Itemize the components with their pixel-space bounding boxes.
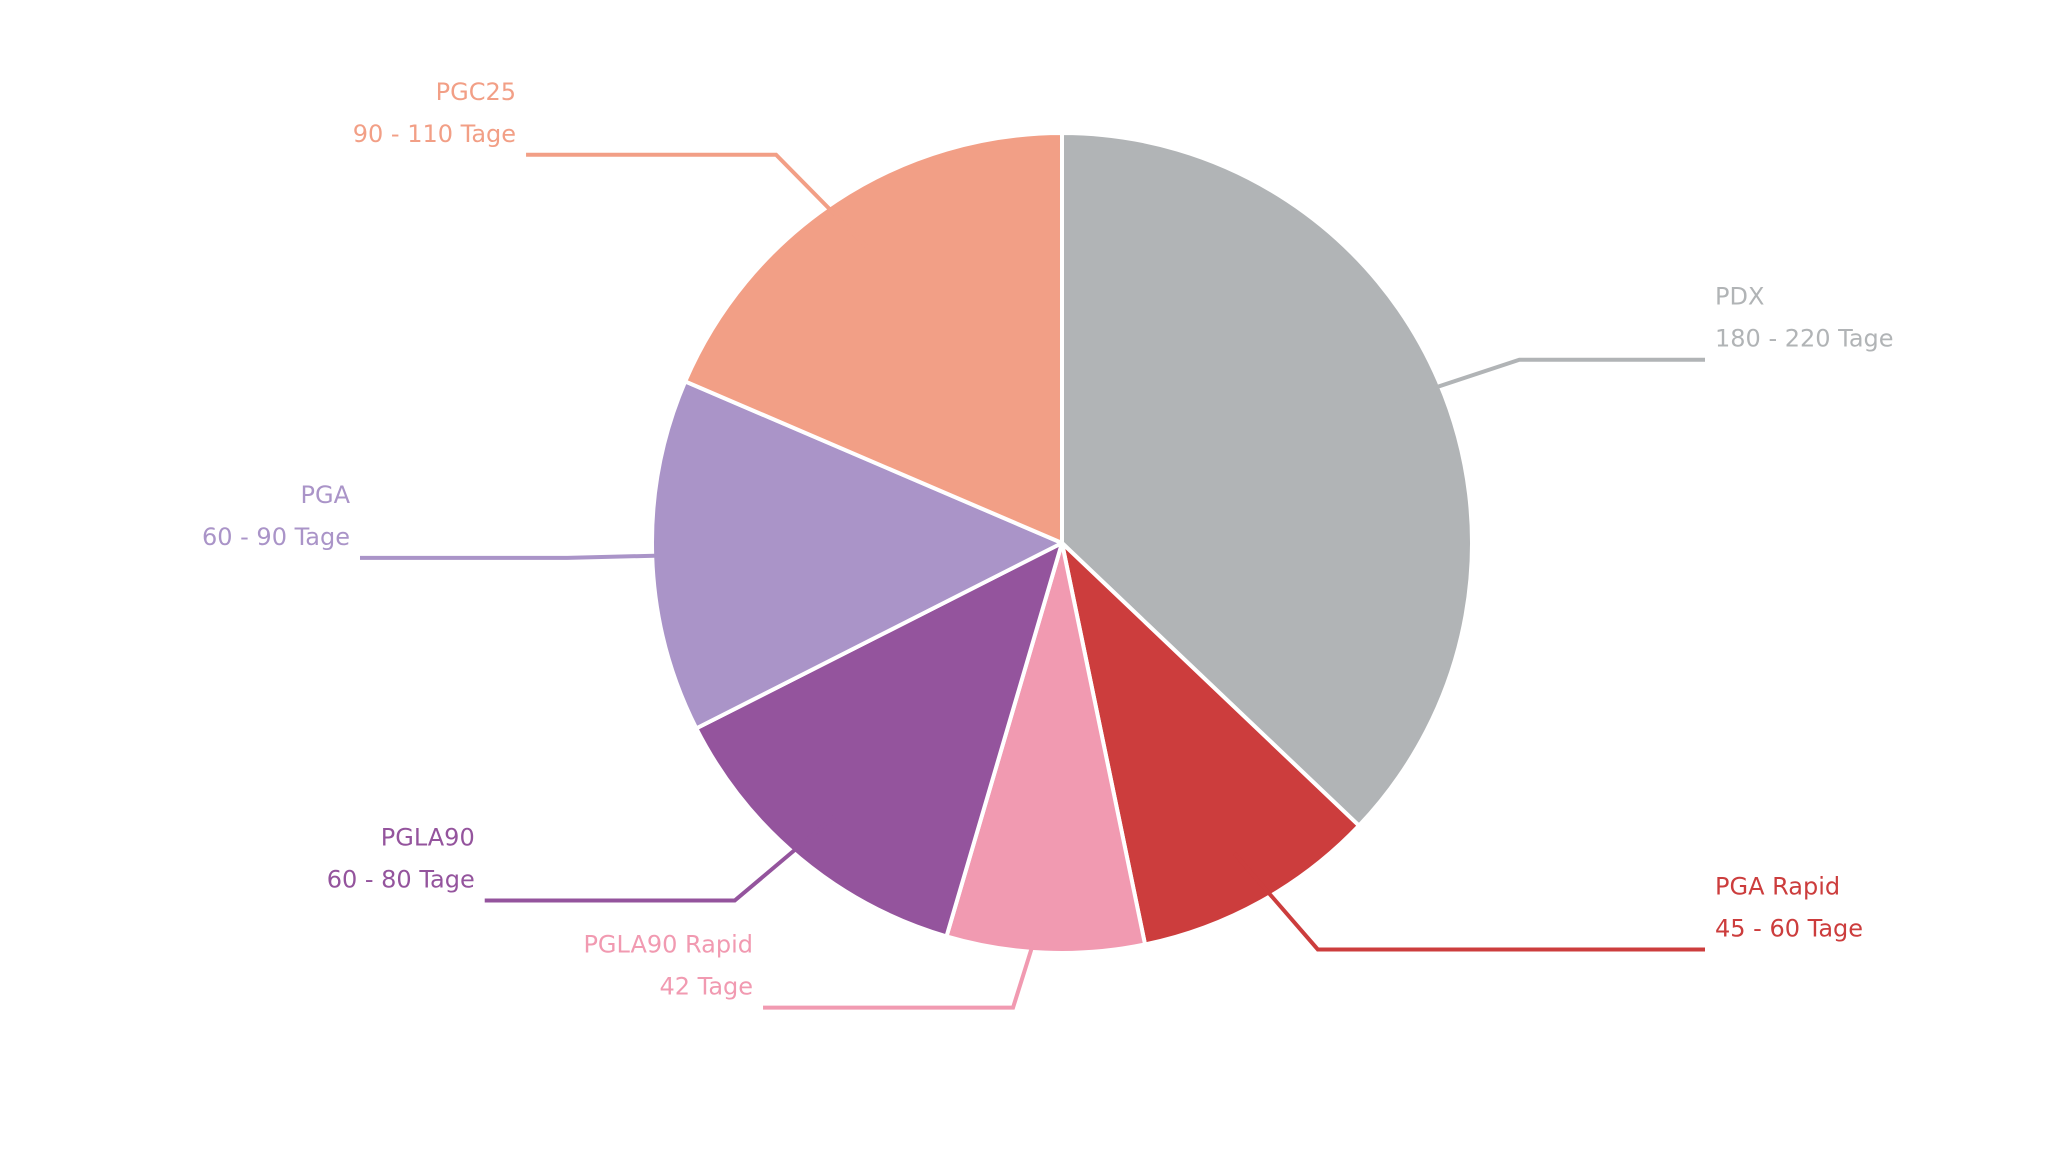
pie-slice-pdx xyxy=(1060,131,1474,828)
slice-duration-pdx: 180 - 220 Tage xyxy=(1715,325,1894,353)
slice-duration-pgla90: 60 - 80 Tage xyxy=(327,866,475,894)
pie-slice-pgc25 xyxy=(683,131,1064,545)
leader-line-pga xyxy=(360,552,708,560)
leader-line-pdx xyxy=(1387,357,1705,405)
slice-label-pgla90-rapid: PGLA90 Rapid xyxy=(583,931,753,959)
leader-line-pgla90-rapid xyxy=(763,897,1050,1010)
slice-duration-pga-rapid: 45 - 60 Tage xyxy=(1715,914,1863,942)
pie-slice-pga-rapid xyxy=(1060,541,1362,947)
slice-label-pgc25: PGC25 xyxy=(436,78,516,106)
slice-label-pgla90: PGLA90 xyxy=(381,824,475,852)
slice-duration-pgla90-rapid: 42 Tage xyxy=(659,973,753,1001)
slice-label-pga-rapid: PGA Rapid xyxy=(1715,872,1840,900)
pie-slice-pgla90-rapid xyxy=(944,541,1148,955)
slice-label-pdx: PDX xyxy=(1715,283,1764,311)
slice-labels: PDX 180 - 220 Tage PGA Rapid 45 - 60 Tage PG… xyxy=(202,78,1894,1001)
leader-line-pgla90 xyxy=(484,814,837,903)
slice-duration-pgc25: 90 - 110 Tage xyxy=(353,120,516,148)
pie-slice-pgla90 xyxy=(694,541,1064,939)
slice-duration-pga: 60 - 90 Tage xyxy=(202,523,350,551)
leader-line-pgc25 xyxy=(526,152,869,249)
pie-slices xyxy=(650,131,1474,955)
leader-lines xyxy=(360,152,1705,1010)
leader-line-pga-rapid xyxy=(1232,852,1705,952)
slice-label-pga: PGA xyxy=(301,481,351,509)
